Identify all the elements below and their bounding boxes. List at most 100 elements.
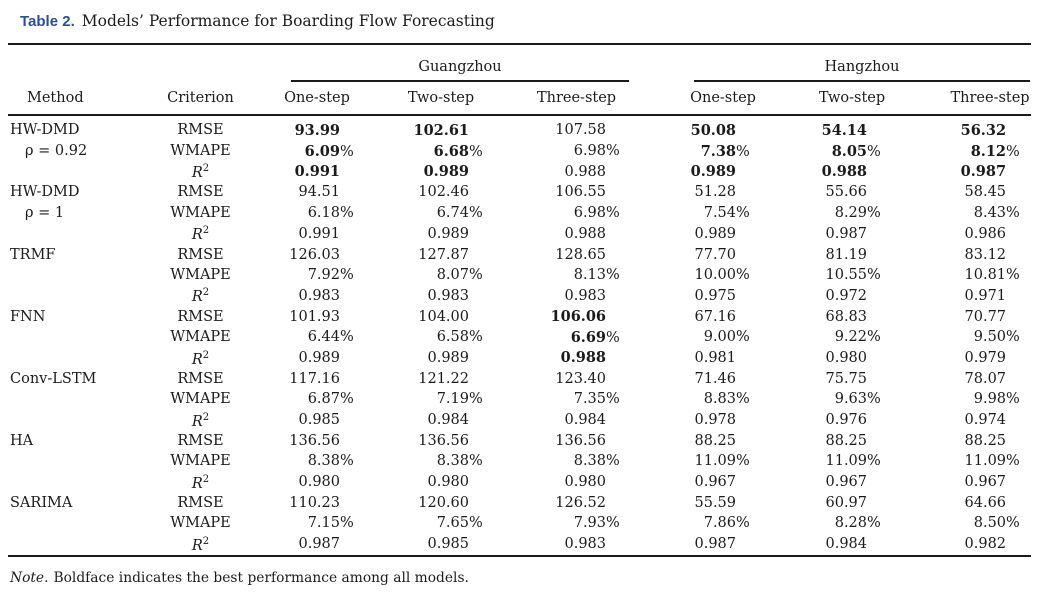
method-cell [8,328,133,349]
value-cell: 104.00 [418,308,469,325]
criterion-cell: RMSE [177,122,224,139]
value-cell: 123.40 [555,370,607,387]
value-cell: 102.61 [413,121,470,139]
criterion-cell: R2 [191,535,210,554]
value-cell: 126.03 [289,246,340,263]
value-cell: 121.22 [418,370,469,387]
value-cell: 0.983 [564,287,607,304]
group-header-spacer [8,44,268,83]
value-cell: 0.989 [423,163,469,181]
value-cell: 93.99 [294,121,340,139]
criterion-cell: WMAPE [170,453,231,470]
value-cell: 70.77 [964,308,1007,325]
column-group-hangzhou-label: Hangzhou [694,59,1031,82]
value-cell: 106.06 [550,308,607,326]
table-row: FNN RMSE 101.93 104.00 106.06 67.16 68.83 70.77 [8,307,1031,328]
method-cell: ρ = 0.92 [25,143,88,160]
method-cell [8,514,133,535]
value-cell: 0.972 [825,287,868,304]
method-cell [8,390,133,411]
value-cell: 75.75 [825,370,868,387]
method-cell: ρ = 1 [25,205,65,222]
value-cell: 101.93 [289,308,340,325]
value-cell: 9.98% [973,391,1020,408]
value-cell: 0.988 [564,163,607,180]
col-header-gz-three-step: Three-step [522,83,651,116]
method-cell: Conv-LSTM [10,370,97,387]
value-cell: 0.984 [427,412,469,428]
value-cell: 0.980 [427,474,469,491]
table-row: Conv-LSTM RMSE 117.16 121.22 123.40 71.46 75.7… [8,369,1031,390]
value-cell: 0.980 [298,474,340,491]
value-cell: 8.50% [973,515,1020,532]
table-row: ρ = 0.92 WMAPE 6.09% 6.68% 6.98% 7.38% 8.05% 8.… [8,142,1031,163]
value-cell: 0.988 [821,163,868,181]
value-cell: 8.38% [307,453,354,470]
value-cell: 7.15% [307,515,354,532]
method-cell: SARIMA [10,494,73,511]
method-cell [8,473,133,494]
value-cell: 88.25 [694,432,737,449]
table-row: R2 0.991 0.989 0.988 0.989 0.988 0.987 [8,162,1031,183]
criterion-cell: R2 [191,287,210,306]
table-row: R2 0.991 0.989 0.988 0.989 0.987 0.986 [8,224,1031,245]
table-note: Note. Boldface indicates the best perform… [8,570,1031,586]
value-cell: 51.28 [694,184,737,201]
value-cell: 7.35% [573,391,620,408]
column-group-guangzhou: Guangzhou [268,44,650,83]
table-row: HA RMSE 136.56 136.56 136.56 88.25 88.25 88.25 [8,431,1031,452]
col-header-gz-two-step: Two-step [395,83,522,116]
value-cell: 8.12% [970,142,1020,160]
value-cell: 0.987 [298,536,340,553]
criterion-cell: RMSE [177,246,224,263]
criterion-cell: WMAPE [170,267,231,284]
value-cell: 0.991 [298,225,340,242]
table-row: R2 0.985 0.984 0.984 0.978 0.976 0.974 [8,411,1031,432]
value-cell: 83.12 [964,246,1007,263]
value-cell: 0.967 [964,474,1007,491]
value-cell: 0.967 [825,474,868,491]
criterion-cell: WMAPE [170,205,231,222]
value-cell: 0.989 [427,349,469,366]
table-row: R2 0.983 0.983 0.983 0.975 0.972 0.971 [8,287,1031,308]
table-row: WMAPE 7.15% 7.65% 7.93% 7.86% 8.28% 8.50% [8,514,1031,535]
criterion-cell: WMAPE [170,391,231,408]
col-header-method: Method [8,83,133,116]
value-cell: 78.07 [964,370,1007,387]
value-cell: 50.08 [690,121,737,139]
value-cell: 71.46 [694,370,737,387]
value-cell: 0.984 [564,412,607,428]
group-header-row: Guangzhou Hangzhou [8,44,1031,83]
value-cell: 6.87% [307,391,354,408]
column-group-guangzhou-label: Guangzhou [291,59,630,82]
value-cell: 6.98% [573,205,620,222]
value-cell: 136.56 [555,432,607,449]
value-cell: 8.38% [436,453,483,470]
method-cell: HW-DMD [10,122,80,139]
table-caption-label: Table 2. [20,13,75,30]
value-cell: 7.93% [573,515,620,532]
value-cell: 107.58 [555,122,607,139]
value-cell: 106.55 [555,184,607,201]
value-cell: 9.63% [834,391,881,408]
value-cell: 0.975 [694,287,737,304]
value-cell: 0.989 [690,163,737,181]
value-cell: 127.87 [418,246,469,263]
table-row: SARIMA RMSE 110.23 120.60 126.52 55.59 60.97 64… [8,493,1031,514]
value-cell: 0.978 [694,412,737,428]
value-cell: 0.981 [694,349,737,366]
method-cell [8,266,133,287]
value-cell: 0.989 [298,349,340,366]
table-row: WMAPE 8.38% 8.38% 8.38% 11.09% 11.09% 11.09% [8,452,1031,473]
value-cell: 0.980 [825,349,868,366]
value-cell: 8.83% [703,391,750,408]
criterion-cell: WMAPE [170,143,231,160]
criterion-cell: R2 [191,473,210,492]
criterion-cell: RMSE [177,494,224,511]
value-cell: 0.987 [694,536,737,553]
table-note-label: Note. [10,570,49,587]
table-row: HW-DMD RMSE 93.99 102.61 107.58 50.08 54.14 56.… [8,115,1031,142]
performance-table: Guangzhou Hangzhou Method Criterion One-… [8,43,1032,558]
value-cell: 120.60 [418,494,469,511]
value-cell: 136.56 [289,432,340,449]
